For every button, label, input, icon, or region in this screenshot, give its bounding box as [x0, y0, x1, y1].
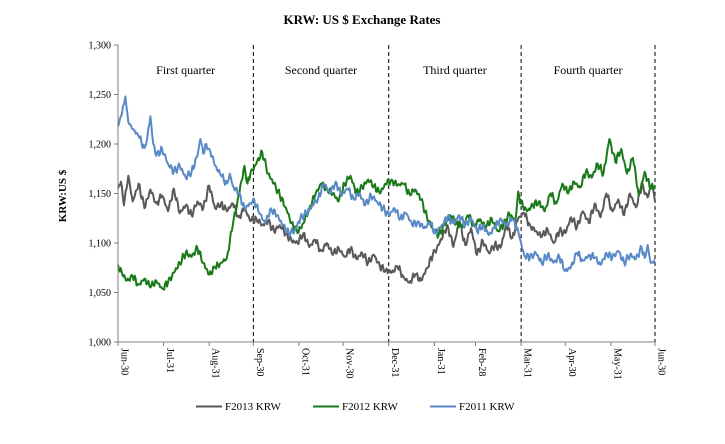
series-line-2 — [117, 138, 656, 291]
quarter-label: Third quarter — [423, 63, 487, 77]
x-tick-label: Jun-30 — [119, 348, 130, 375]
x-tick-label: Jul-31 — [164, 348, 175, 373]
x-tick-label: Feb-28 — [476, 348, 487, 376]
y-tick-label: 1,100 — [89, 239, 112, 250]
x-tick-label: Oct-31 — [299, 348, 310, 376]
y-tick-label: 1,050 — [89, 288, 112, 299]
x-tick-label: Nov-30 — [344, 348, 355, 379]
legend-label: F2011 KRW — [459, 401, 515, 413]
y-tick-label: 1,150 — [89, 189, 112, 200]
x-tick-label: Mar-31 — [522, 348, 533, 378]
x-tick-label: May-31 — [611, 348, 622, 380]
quarter-label: First quarter — [156, 63, 215, 77]
legend-label: F2013 KRW — [225, 401, 282, 413]
x-tick-label: Sep-30 — [254, 348, 265, 376]
y-tick-label: 1,250 — [89, 90, 112, 101]
chart-title: KRW: US $ Exchange Rates — [284, 12, 441, 27]
legend-label: F2012 KRW — [342, 401, 399, 413]
y-tick-label: 1,300 — [89, 41, 112, 52]
x-tick-label: Apr-30 — [566, 348, 577, 377]
quarter-label: Fourth quarter — [554, 63, 623, 77]
x-tick-label: Jan-31 — [435, 348, 446, 375]
x-axis-ticks: Jun-30 Jul-31 Aug-31 Sep-30 Oct-31 Nov-30 Dec-… — [117, 342, 667, 380]
quarter-dividers — [252, 45, 656, 342]
y-tick-label: 1,200 — [89, 140, 112, 151]
x-tick-label: Jun-30 — [656, 348, 667, 375]
x-tick-label: Aug-31 — [210, 348, 221, 379]
y-tick-label: 1,000 — [89, 338, 112, 349]
y-axis-ticks: 1,000 1,050 1,100 1,150 1,200 1,250 1,300 — [89, 41, 118, 349]
quarter-labels: First quarter Second quarter Third quarter… — [156, 63, 622, 77]
y-axis-label: KRW:US $ — [57, 169, 69, 222]
series-lines — [117, 95, 656, 291]
series-line-1 — [117, 174, 656, 284]
series-line-3 — [117, 95, 656, 273]
chart-legend: F2013 KRW F2012 KRW F2011 KRW — [196, 401, 515, 413]
x-tick-label: Dec-31 — [389, 348, 400, 377]
quarter-label: Second quarter — [285, 63, 357, 77]
